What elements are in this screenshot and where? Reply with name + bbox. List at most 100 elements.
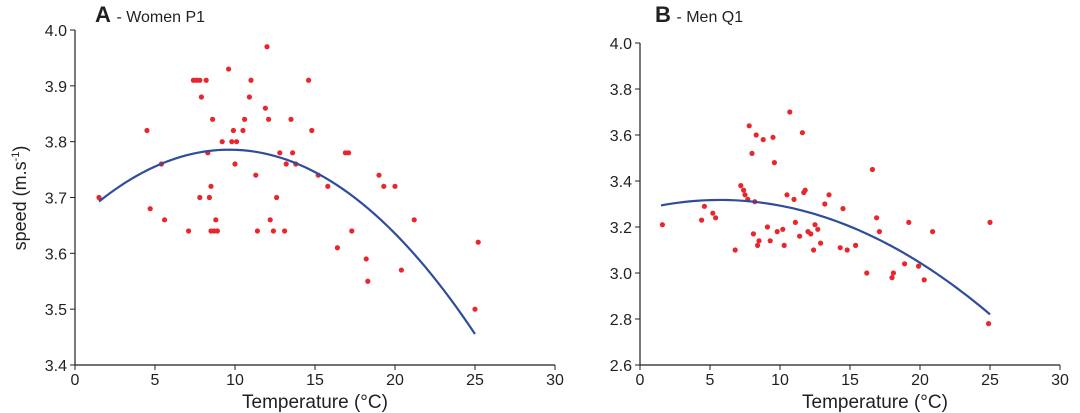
data-point [876,229,883,235]
data-point [472,306,478,312]
y-tick-label: 4.0 [45,23,67,40]
x-tick-label: 20 [386,372,404,389]
data-point [229,139,235,145]
x-tick-label: 15 [306,372,324,389]
points [96,44,481,312]
y-tick-label: 3.8 [45,135,67,152]
data-point [197,194,203,201]
x-tick-label: 5 [151,372,160,389]
trend-curve [660,198,991,316]
data-point [760,137,766,143]
data-point [853,242,859,248]
panel-letter: B [655,2,671,27]
data-point [411,217,417,223]
data-point [288,116,294,122]
data-point [240,127,246,134]
data-point [306,77,312,83]
data-point [986,321,992,327]
data-point [753,132,759,138]
panel-men-q1: B - Men Q1 Temperature (°C) 0 5 10 15 20 25 30… [610,2,1069,413]
y-tick-label: 3.2 [610,220,632,237]
panel-title: - Women P1 [112,9,205,26]
data-point [392,183,398,189]
data-point [837,245,843,251]
data-point [840,206,846,212]
data-point [277,150,283,156]
data-point [198,94,204,100]
data-point [186,228,192,234]
trend-curve [98,148,476,335]
x-tick-label: 15 [841,372,859,389]
panel-letter: A [95,2,111,27]
data-point [659,222,666,228]
data-point [749,150,755,156]
data-point [889,275,895,281]
ticks: 0 5 10 15 20 25 30 2.6 2.8 3.0 3.2 3.4 3.6 3.8 4.0 [610,36,1069,389]
points [659,109,993,327]
data-point [815,226,821,232]
data-point [270,228,276,234]
data-point [363,256,369,262]
data-point [282,228,288,234]
x-axis-label: Temperature (°C) [802,392,948,413]
y-tick-label: 3.0 [610,266,632,283]
data-point [930,229,936,235]
data-point [234,139,240,145]
y-tick-label: 2.8 [610,312,632,329]
y-tick-label: 3.6 [45,246,67,263]
data-point [381,183,387,189]
data-point [826,192,832,198]
data-point [812,222,818,228]
data-point [290,150,296,156]
y-tick-label: 3.7 [45,191,67,208]
data-point [792,219,799,225]
y-tick-label: 3.6 [610,128,632,145]
data-point [248,77,254,83]
data-point [781,242,787,248]
y-tick-label: 3.9 [45,79,67,96]
x-tick-label: 25 [981,372,999,389]
data-point [203,77,209,83]
data-point [808,231,814,237]
x-tick-label: 0 [636,372,645,389]
data-point [741,187,747,193]
axes [639,43,1060,366]
data-point [398,267,404,273]
data-point [264,44,270,50]
data-point [987,219,993,225]
data-point [210,116,216,122]
data-point [376,172,382,178]
axes [74,30,555,366]
data-point [96,194,102,201]
data-point [767,238,773,244]
data-point [365,278,371,284]
x-tick-label: 10 [226,372,244,389]
y-tick-label: 2.6 [610,358,632,375]
y-tick-label: 3.5 [45,302,67,319]
data-point [902,261,908,267]
data-point [274,194,280,201]
data-point [787,109,793,115]
y-tick-label: 4.0 [610,36,632,53]
data-point [230,127,236,134]
x-axis-label: Temperature (°C) [242,392,388,413]
x-tick-label: 0 [71,372,80,389]
data-point [206,194,212,201]
data-point [869,166,876,173]
data-point [262,105,268,111]
data-point [844,247,850,253]
data-point [750,231,757,237]
data-point [701,203,708,209]
data-point [742,192,748,198]
data-point [214,228,220,234]
data-point [864,270,870,276]
data-point [802,187,808,193]
panel-women-p1: A - Women P1 speed (m.s-1) Temperature (… [10,2,564,413]
x-tick-label: 25 [466,372,484,389]
data-point [818,240,824,246]
data-point [226,66,232,72]
data-point [162,217,168,223]
data-point [699,217,705,223]
data-point [921,277,927,283]
